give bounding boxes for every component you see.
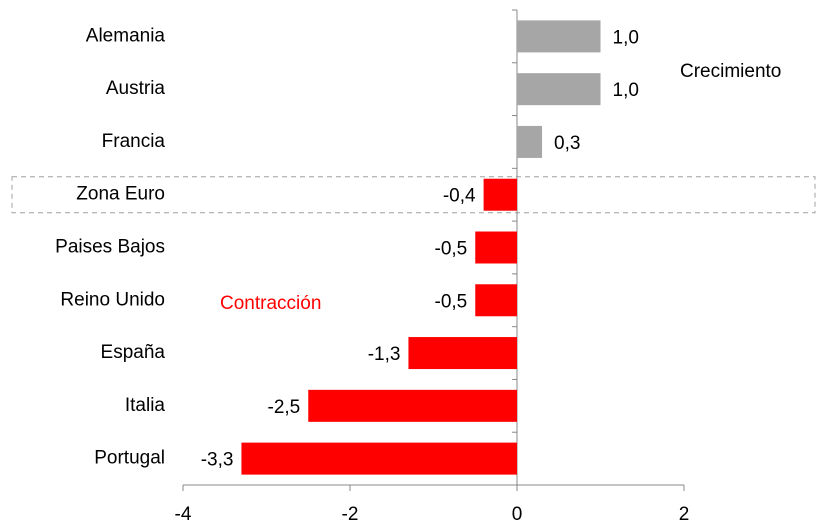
value-label: -1,3 <box>368 344 401 365</box>
bar <box>475 284 517 317</box>
y-tick-label: Paises Bajos <box>55 237 165 258</box>
x-tick-label: -4 <box>175 504 192 525</box>
y-tick-label: Zona Euro <box>76 184 165 205</box>
value-label: -2,5 <box>268 397 301 418</box>
bar <box>308 389 517 422</box>
y-tick-label: Francia <box>102 131 166 152</box>
x-tick-label: -2 <box>342 504 359 525</box>
value-label: -0,5 <box>435 239 468 260</box>
annotation: Contracción <box>220 293 321 314</box>
value-label: 0,3 <box>554 133 580 154</box>
y-tick-label: Alemania <box>86 25 166 46</box>
annotation: Crecimiento <box>680 61 781 82</box>
bar <box>483 178 517 211</box>
x-tick-label: 2 <box>679 504 690 525</box>
y-tick-label: Italia <box>125 395 166 416</box>
y-tick-label: Reino Unido <box>60 289 165 310</box>
y-tick-label: Portugal <box>94 448 165 469</box>
y-tick-label: Austria <box>106 78 166 99</box>
y-tick-label: España <box>101 342 166 363</box>
value-label: -3,3 <box>201 450 234 471</box>
value-label: 1,0 <box>613 80 639 101</box>
highlight-box <box>11 176 816 214</box>
bar <box>517 125 543 158</box>
bar <box>241 442 517 475</box>
value-label: -0,5 <box>435 291 468 312</box>
x-tick-label: 0 <box>512 504 523 525</box>
bar <box>517 20 601 53</box>
bar <box>408 337 517 370</box>
bar <box>517 73 601 106</box>
bar <box>475 231 517 264</box>
value-label: -0,4 <box>443 186 476 207</box>
value-label: 1,0 <box>613 27 639 48</box>
